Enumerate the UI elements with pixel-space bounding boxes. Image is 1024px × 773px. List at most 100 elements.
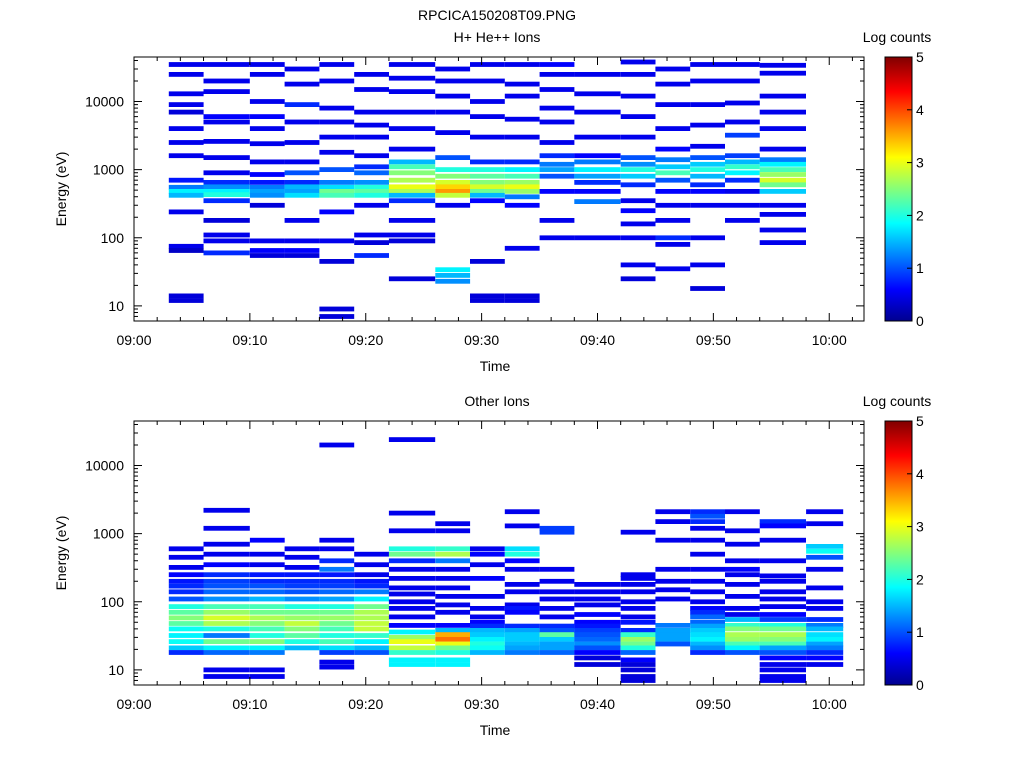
heatmap-cell [759, 604, 806, 609]
heatmap-cell [470, 134, 505, 140]
heatmap-cell [388, 528, 436, 534]
heatmap-cell [655, 623, 691, 628]
heatmap-cell [655, 509, 691, 515]
heatmap-cell [806, 650, 844, 655]
heatmap-cell [690, 161, 725, 167]
heatmap-cell [168, 189, 204, 194]
heatmap-cell [435, 657, 471, 663]
heatmap-cell [806, 544, 844, 549]
heatmap-cell [574, 91, 621, 97]
heatmap-cell [806, 645, 844, 651]
heatmap-cell [284, 621, 320, 626]
heatmap-cell [435, 273, 471, 278]
heatmap-cell [168, 248, 204, 253]
x-tick-label: 09:10 [232, 696, 267, 712]
heatmap-cell [539, 119, 575, 125]
panel-h-he-ions: H+ He++ Ions Log counts Time Energy (eV)… [53, 29, 931, 374]
heatmap-cell [435, 109, 471, 115]
heatmap-cell [620, 637, 656, 642]
heatmap-cell [203, 551, 250, 557]
heatmap-cell [759, 650, 806, 655]
heatmap-cell [470, 184, 505, 190]
heatmap-cell [574, 637, 621, 642]
heatmap-cell [388, 192, 436, 198]
heatmap-cell [284, 583, 320, 589]
panel-title: H+ He++ Ions [454, 29, 541, 45]
heatmap-cell [388, 238, 436, 244]
heatmap-cell [249, 562, 285, 568]
heatmap-cell [806, 566, 844, 572]
heatmap-cell [168, 554, 204, 560]
heatmap-cell [319, 192, 355, 198]
heatmap-cell [249, 184, 285, 190]
heatmap-cell [806, 623, 844, 628]
x-tick-label: 09:40 [580, 696, 615, 712]
heatmap-cell [725, 170, 760, 176]
heatmap-cell [168, 102, 204, 107]
heatmap-cell [388, 558, 436, 564]
heatmap-cell [319, 209, 355, 215]
heatmap-cell [690, 513, 725, 519]
heatmap-cell [620, 529, 656, 535]
heatmap-cell [690, 235, 725, 241]
heatmap-cell [319, 314, 355, 319]
heatmap-cell [203, 62, 250, 67]
heatmap-cell [354, 153, 389, 159]
heatmap-cell [539, 566, 575, 572]
heatmap-cell [388, 218, 436, 223]
heatmap-cell [319, 546, 355, 552]
heatmap-cell [574, 655, 621, 661]
heatmap-cell [620, 167, 656, 172]
colorbar-tick-label: 0 [916, 677, 924, 693]
heatmap-cell [203, 572, 250, 578]
heatmap-cell [504, 602, 540, 608]
heatmap-cell [284, 184, 320, 190]
heatmap-cell [655, 66, 691, 72]
heatmap-cell [655, 126, 691, 131]
x-tick-label: 09:00 [116, 332, 151, 348]
heatmap-cell [690, 566, 725, 572]
heatmap-cell [504, 194, 540, 200]
heatmap-cell [690, 102, 725, 107]
heatmap-cell [319, 238, 355, 244]
heatmap-cell [655, 637, 691, 642]
heatmap-cell [388, 198, 436, 204]
heatmap-cell [504, 298, 540, 303]
heatmap-cell [203, 674, 250, 679]
heatmap-cell [249, 645, 285, 651]
heatmap-cell [725, 617, 760, 622]
heatmap-cell [470, 576, 505, 581]
heatmap-cell [620, 632, 656, 637]
heatmap-cell [620, 599, 656, 605]
heatmap-cell [435, 78, 471, 84]
colorbar-gradient [884, 420, 913, 686]
x-tick-label: 09:00 [116, 696, 151, 712]
heatmap-cell [168, 650, 204, 655]
y-tick-label: 100 [101, 230, 125, 246]
heatmap-cell [690, 632, 725, 637]
heatmap-cell [620, 572, 656, 578]
heatmap-cell [249, 189, 285, 194]
heatmap-cell [759, 662, 806, 667]
heatmap-cell [759, 157, 806, 163]
heatmap-cell [319, 633, 355, 638]
heatmap-cell [319, 615, 355, 621]
colorbar-tick-label: 0 [916, 313, 924, 329]
heatmap-cell [539, 62, 575, 67]
x-tick-label: 09:20 [348, 332, 383, 348]
heatmap-cell [284, 140, 320, 145]
x-tick-label: 10:00 [812, 332, 847, 348]
heatmap-cell [539, 87, 575, 92]
heatmap-cell [539, 623, 575, 629]
heatmap-cell [354, 621, 389, 626]
heatmap-cell [725, 541, 760, 547]
heatmap-cell [504, 558, 540, 564]
heatmap-cell [435, 267, 471, 273]
heatmap-cell [284, 102, 320, 107]
colorbar-tick-label: 4 [916, 466, 924, 482]
heatmap-cell [759, 674, 806, 679]
heatmap-cell [284, 189, 320, 194]
plot-frame [133, 420, 865, 686]
heatmap-cell [168, 572, 204, 578]
heatmap-cell [435, 192, 471, 198]
